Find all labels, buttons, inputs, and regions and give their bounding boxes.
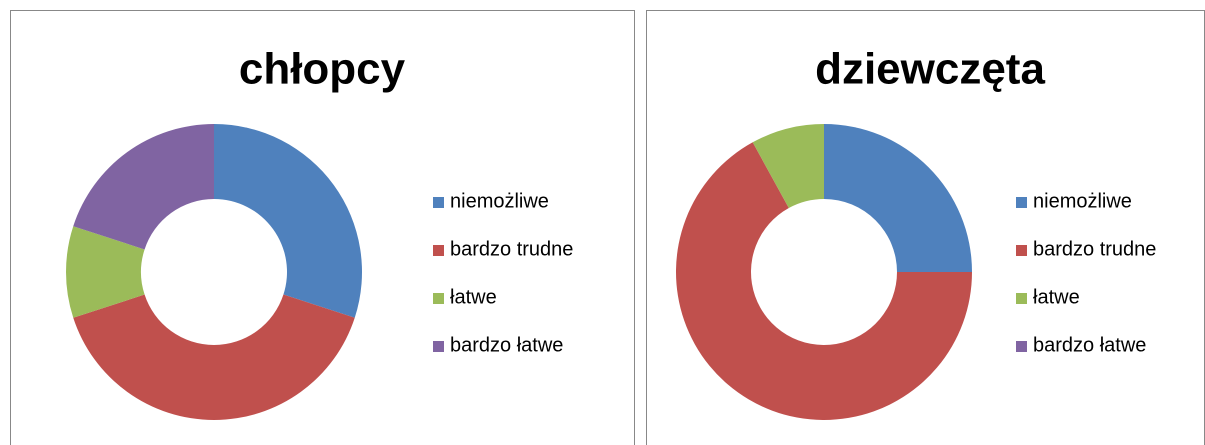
donut-segment — [676, 142, 972, 420]
donut-segment — [73, 294, 355, 421]
legend-swatch — [433, 341, 444, 352]
legend-swatch — [433, 293, 444, 304]
legend-label: bardzo łatwe — [450, 334, 563, 356]
legend-label: bardzo trudne — [1033, 238, 1156, 260]
legend-swatch — [433, 245, 444, 256]
legend-label: bardzo trudne — [450, 238, 573, 260]
donut-segment — [752, 124, 824, 209]
legend-swatch — [1016, 197, 1027, 208]
legend-swatch — [1016, 341, 1027, 352]
legend-label: niemożliwe — [450, 190, 549, 212]
chart-title: chłopcy — [239, 45, 406, 94]
legend-swatch — [1016, 293, 1027, 304]
donut-segment — [214, 124, 363, 318]
legend-label: łatwe — [450, 286, 497, 308]
legend-label: bardzo łatwe — [1033, 334, 1146, 356]
donut-segment — [66, 226, 145, 318]
legend-label: łatwe — [1033, 286, 1080, 308]
legend-swatch — [433, 197, 444, 208]
donut-segment — [824, 124, 972, 272]
chart-title: dziewczęta — [815, 45, 1045, 94]
legend-label: niemożliwe — [1033, 190, 1132, 212]
donut-segment — [73, 124, 214, 250]
legend-swatch — [1016, 245, 1027, 256]
